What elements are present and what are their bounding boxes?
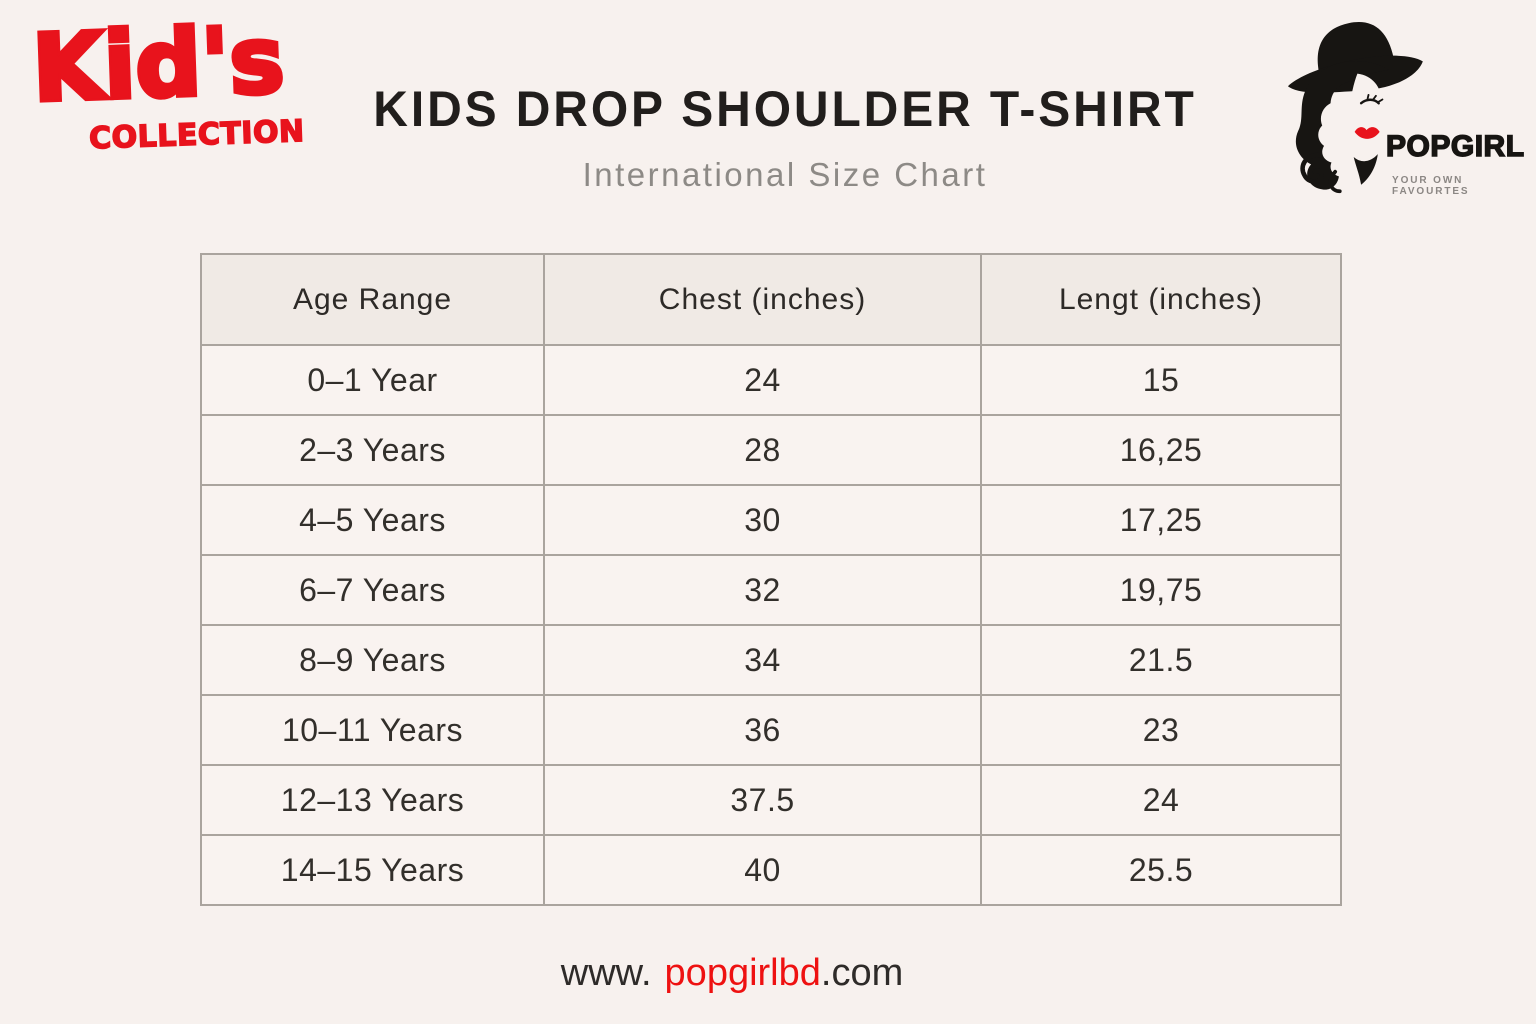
table-cell: 2–3 Years <box>200 414 545 486</box>
table-cell: 23 <box>980 694 1342 766</box>
table-cell: 12–13 Years <box>200 764 545 836</box>
table-row: 6–7 Years 32 19,75 <box>200 554 1342 626</box>
column-header-age-range: Age Range <box>200 253 545 346</box>
table-cell: 0–1 Year <box>200 344 545 416</box>
table-cell: 15 <box>980 344 1342 416</box>
table-row: 2–3 Years 28 16,25 <box>200 414 1342 486</box>
table-cell: 4–5 Years <box>200 484 545 556</box>
table-row: 14–15 Years 40 25.5 <box>200 834 1342 906</box>
table-cell: 32 <box>543 554 982 626</box>
size-chart-table: Age Range Chest (inches) Lengt (inches) … <box>200 253 1342 906</box>
kids-collection-badge: Kid's COLLECTION <box>12 4 307 157</box>
column-header-length: Lengt (inches) <box>980 253 1342 346</box>
table-cell: 36 <box>543 694 982 766</box>
popgirl-tagline: YOUR OWN FAVOURTES <box>1392 175 1470 197</box>
woman-with-hat-icon <box>1287 22 1423 194</box>
table-cell: 24 <box>980 764 1342 836</box>
table-cell: 30 <box>543 484 982 556</box>
page-subtitle: International Size Chart <box>582 156 988 193</box>
table-cell: 19,75 <box>980 554 1342 626</box>
table-row: 0–1 Year 24 15 <box>200 344 1342 416</box>
red-lips-icon <box>1354 127 1380 139</box>
table-cell: 24 <box>543 344 982 416</box>
table-row: 10–11 Years 36 23 <box>200 694 1342 766</box>
popgirl-wordmark: POPGIRL <box>1385 129 1525 164</box>
table-cell: 14–15 Years <box>200 834 545 906</box>
table-cell: 17,25 <box>980 484 1342 556</box>
kids-badge-subtitle: COLLECTION <box>88 113 306 157</box>
table-cell: 40 <box>543 834 982 906</box>
table-cell: 16,25 <box>980 414 1342 486</box>
size-chart-table-wrap: Age Range Chest (inches) Lengt (inches) … <box>200 253 1342 906</box>
url-tld: .com <box>820 952 904 994</box>
table-cell: 21.5 <box>980 624 1342 696</box>
url-brand: popgirlbd <box>664 952 821 994</box>
table-cell: 8–9 Years <box>200 624 545 696</box>
table-row: 8–9 Years 34 21.5 <box>200 624 1342 696</box>
table-cell: 10–11 Years <box>200 694 545 766</box>
table-row: 4–5 Years 30 17,25 <box>200 484 1342 556</box>
url-www: www. <box>560 952 652 994</box>
table-cell: 6–7 Years <box>200 554 545 626</box>
popgirl-logo: POPGIRL YOUR OWN FAVOURTES <box>1272 10 1525 205</box>
table-cell: 28 <box>543 414 982 486</box>
table-cell: 37.5 <box>543 764 982 836</box>
size-table-body: 0–1 Year 24 15 2–3 Years 28 16,25 4–5 Years 30 1… <box>200 344 1342 906</box>
page-title: KIDS DROP SHOULDER T-SHIRT <box>373 81 1197 137</box>
kids-badge-word: Kid's <box>28 4 288 125</box>
table-cell: 34 <box>543 624 982 696</box>
website-url: www. popgirlbd.com <box>0 952 1464 995</box>
heading-block: KIDS DROP SHOULDER T-SHIRT International… <box>285 80 1285 194</box>
table-header-row: Age Range Chest (inches) Lengt (inches) <box>200 253 1342 346</box>
column-header-chest: Chest (inches) <box>543 253 982 346</box>
table-cell: 25.5 <box>980 834 1342 906</box>
table-row: 12–13 Years 37.5 24 <box>200 764 1342 836</box>
